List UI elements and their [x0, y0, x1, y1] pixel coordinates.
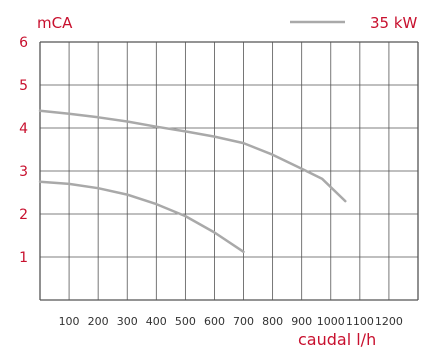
x-tick-label: 900 — [291, 315, 312, 328]
y-tick-label: 2 — [19, 207, 28, 223]
y-tick-label: 1 — [19, 250, 28, 266]
x-tick-label: 1000 — [317, 315, 345, 328]
y-tick-label: 5 — [19, 78, 28, 94]
grid — [39, 41, 419, 301]
series-lines — [38, 109, 347, 254]
x-tick-label: 200 — [88, 315, 109, 328]
y-tick-label: 6 — [19, 35, 28, 51]
x-axis-label: caudal l/h — [298, 330, 376, 349]
x-tick-label: 1100 — [346, 315, 374, 328]
series-line-35kw — [38, 109, 347, 203]
y-tick-label: 4 — [19, 121, 28, 137]
x-tick-label: 400 — [146, 315, 167, 328]
legend-label: 35 kW — [370, 14, 418, 32]
x-tick-label: 800 — [262, 315, 283, 328]
x-tick-labels: 100 200 300 400 500 600 700 800 900 1000 1100 1200 — [59, 315, 403, 328]
series-line-lower — [38, 180, 245, 254]
y-axis-label: mCA — [37, 14, 73, 32]
x-tick-label: 100 — [59, 315, 80, 328]
x-tick-label: 700 — [233, 315, 254, 328]
y-tick-labels: 1 2 3 4 5 6 — [19, 35, 28, 266]
y-tick-label: 3 — [19, 164, 28, 180]
x-tick-label: 500 — [175, 315, 196, 328]
x-tick-label: 600 — [204, 315, 225, 328]
x-tick-label: 300 — [117, 315, 138, 328]
x-tick-label: 1200 — [375, 315, 403, 328]
